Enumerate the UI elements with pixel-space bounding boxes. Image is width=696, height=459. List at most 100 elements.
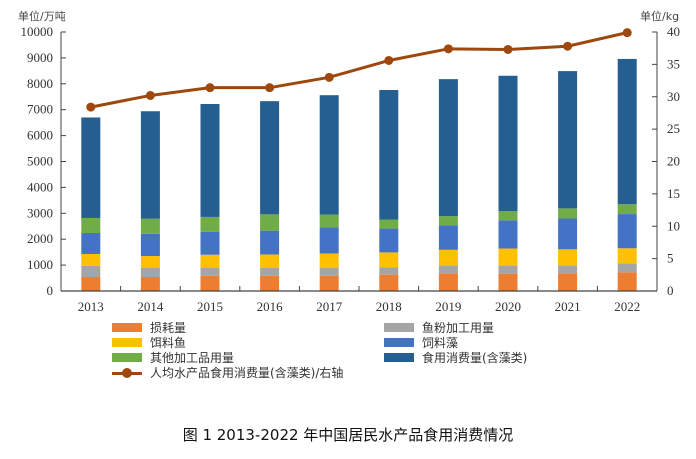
bar-segment-4 <box>438 216 458 226</box>
left-tick-label: 7000 <box>27 102 53 117</box>
left-axis-unit: 单位/万吨 <box>18 9 66 23</box>
left-tick-label: 10000 <box>21 24 54 39</box>
bar-segment-2 <box>140 256 160 268</box>
right-tick-label: 5 <box>667 251 674 266</box>
per-capita-point <box>622 28 632 38</box>
per-capita-point <box>86 102 96 112</box>
bar-segment-4 <box>200 216 220 232</box>
per-capita-point <box>145 90 155 100</box>
bar-segment-0 <box>498 273 518 291</box>
legend-swatch <box>112 353 142 362</box>
bar-segment-4 <box>558 208 578 219</box>
left-tick-label: 5000 <box>27 154 53 169</box>
per-capita-line <box>86 28 632 112</box>
left-tick-label: 6000 <box>27 128 53 143</box>
x-tick-label: 2013 <box>78 299 104 314</box>
bar-segment-0 <box>260 275 280 291</box>
bar-segment-3 <box>319 227 339 254</box>
chart: 单位/万吨 单位/kg 0 1000 2000 3000 4000 5000 6000 700… <box>18 9 680 314</box>
bar-segment-1 <box>140 267 160 278</box>
legend-label: 饲料藻 <box>422 336 459 350</box>
left-tick-label: 4000 <box>27 179 53 194</box>
bar-segment-0 <box>319 275 339 291</box>
legend-label: 损耗量 <box>150 321 187 335</box>
bar-segment-1 <box>260 267 280 276</box>
bar-segment-2 <box>617 248 637 264</box>
left-axis: 0 1000 2000 3000 4000 5000 6000 7000 8000 9000 100… <box>21 24 66 298</box>
x-tick-label: 2015 <box>197 299 223 314</box>
legend-item-per-capita: 人均水产品食用消费量(含藻类)/右轴 <box>112 365 343 380</box>
bar-segment-2 <box>558 249 578 266</box>
per-capita-point <box>205 83 215 93</box>
left-tick-label: 0 <box>47 283 54 298</box>
bar-segment-4 <box>140 218 160 234</box>
bar-segment-3 <box>200 231 220 255</box>
left-tick-label: 9000 <box>27 50 53 65</box>
legend-item-loss: 损耗量 <box>112 320 186 335</box>
legend-item-fishmeal: 鱼粉加工用量 <box>384 320 494 335</box>
legend-item-feed-algae: 饲料藻 <box>384 335 458 350</box>
bar-segment-2 <box>81 253 101 266</box>
bar-segment-1 <box>617 263 637 273</box>
bar-segment-4 <box>81 217 101 233</box>
right-axis: 0 5 10 15 20 25 30 35 40 <box>652 24 680 298</box>
right-axis-unit: 单位/kg <box>640 9 679 23</box>
x-tick-label: 2017 <box>316 299 343 314</box>
legend-label: 其他加工品用量 <box>150 351 235 365</box>
bar-segment-2 <box>260 254 280 268</box>
legend-item-bait-fish: 饵料鱼 <box>112 335 186 350</box>
per-capita-line-path <box>90 31 628 109</box>
bar-segment-3 <box>81 232 101 254</box>
legend-swatch <box>112 338 142 347</box>
bar-segment-5 <box>438 79 458 217</box>
right-tick-label: 30 <box>667 89 680 104</box>
bar-segment-2 <box>319 253 339 268</box>
legend-swatch <box>112 323 142 332</box>
per-capita-point <box>503 44 513 54</box>
legend-swatch <box>384 353 414 362</box>
bar-segment-3 <box>438 225 458 250</box>
bar-segment-3 <box>498 220 518 249</box>
bar-segment-0 <box>81 277 101 291</box>
bar-segment-0 <box>140 277 160 291</box>
x-tick-label: 2020 <box>495 299 521 314</box>
bar-segment-4 <box>319 214 339 228</box>
left-tick-label: 8000 <box>27 76 53 91</box>
bar-segment-5 <box>558 71 578 209</box>
bar-segment-4 <box>617 204 637 215</box>
bar-segment-5 <box>260 101 280 215</box>
bar-segment-5 <box>140 111 160 219</box>
legend-label: 食用消费量(含藻类) <box>422 351 528 365</box>
x-tick-label: 2016 <box>257 299 284 314</box>
bar-segment-1 <box>558 265 578 274</box>
bar-segment-4 <box>379 219 399 229</box>
per-capita-point <box>384 55 394 65</box>
legend-item-food-consumption: 食用消费量(含藻类) <box>384 350 527 365</box>
x-tick-label: 2018 <box>376 299 402 314</box>
bar-segment-1 <box>81 265 101 278</box>
bar-segment-2 <box>200 254 220 268</box>
bar-segment-0 <box>438 273 458 291</box>
right-tick-label: 20 <box>667 154 680 169</box>
x-tick-label: 2014 <box>137 299 164 314</box>
x-tick-label: 2021 <box>555 299 581 314</box>
bar-segment-0 <box>617 272 637 291</box>
bars <box>81 58 637 291</box>
legend-swatch <box>384 323 414 332</box>
left-tick-label: 2000 <box>27 231 53 246</box>
bar-segment-0 <box>558 273 578 291</box>
bar-segment-0 <box>200 275 220 291</box>
bar-segment-0 <box>379 274 399 291</box>
legend-label: 饵料鱼 <box>150 336 187 350</box>
bar-segment-3 <box>379 228 399 253</box>
bar-segment-5 <box>200 104 220 217</box>
right-tick-label: 40 <box>667 24 680 39</box>
legend-item-other-processing: 其他加工品用量 <box>112 350 234 365</box>
right-tick-label: 10 <box>667 218 680 233</box>
figure-caption: 图 1 2013-2022 年中国居民水产品食用消费情况 <box>182 426 514 444</box>
bar-segment-1 <box>379 267 399 275</box>
legend-swatch <box>384 338 414 347</box>
legend-label: 鱼粉加工用量 <box>422 321 495 335</box>
bar-segment-3 <box>617 214 637 249</box>
bar-segment-2 <box>379 252 399 268</box>
